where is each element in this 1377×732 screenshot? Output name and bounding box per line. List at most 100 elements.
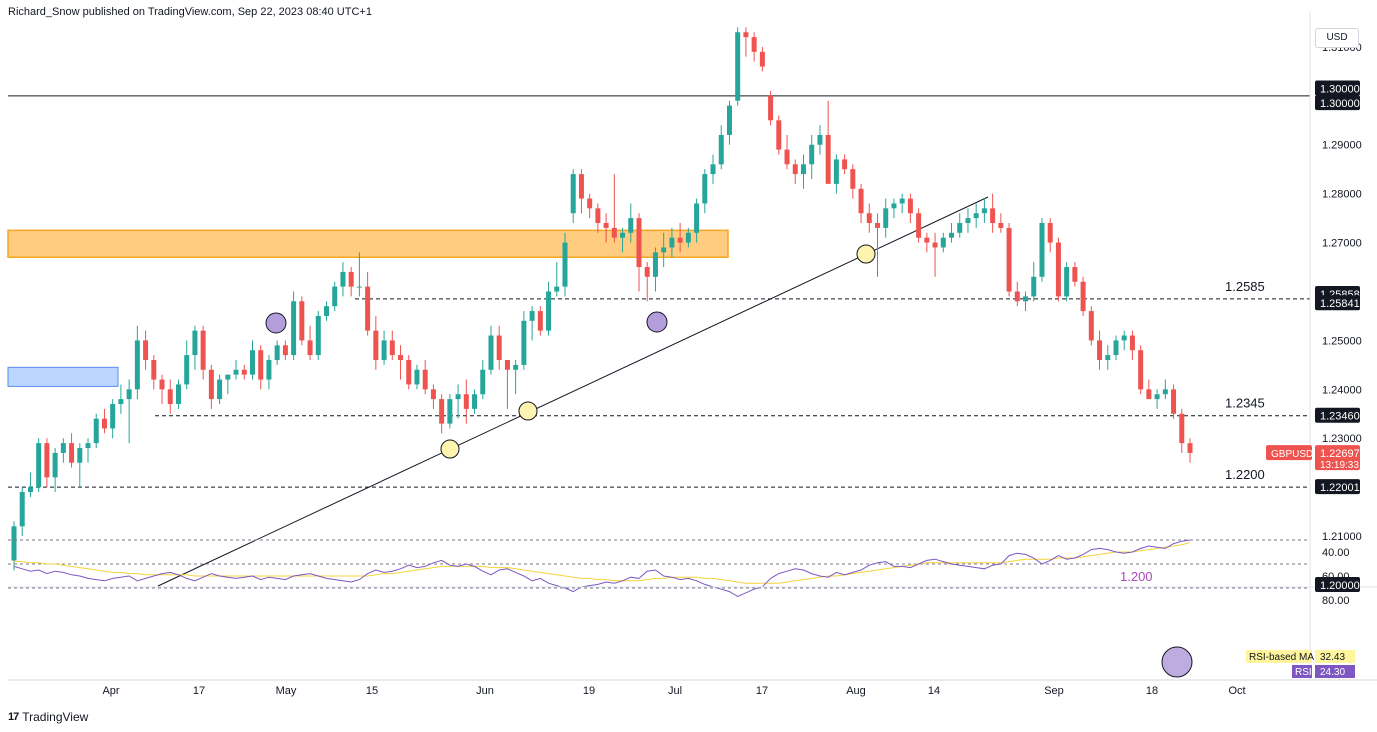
resistance-zone-orange bbox=[7, 229, 729, 259]
rsi-ma-value: 32.43 bbox=[1320, 652, 1345, 663]
brand-name: TradingView bbox=[22, 710, 89, 724]
candle-body bbox=[118, 399, 124, 405]
candle-body bbox=[233, 369, 239, 375]
level-label: 1.2200 bbox=[1225, 467, 1265, 482]
candle-body bbox=[661, 247, 667, 253]
price-badge-label: 1.30000 bbox=[1320, 98, 1360, 110]
candle-body bbox=[69, 443, 75, 463]
candle-body bbox=[241, 369, 247, 375]
candle-body bbox=[282, 345, 288, 356]
rsi-pane[interactable] bbox=[8, 539, 1310, 678]
time-tick: Jul bbox=[668, 685, 682, 697]
candle-body bbox=[110, 404, 116, 429]
candle-body bbox=[414, 369, 420, 385]
candle-body bbox=[36, 443, 42, 488]
candle-body bbox=[628, 218, 634, 233]
rsi-oversold-marker bbox=[1161, 646, 1193, 678]
candle-body bbox=[866, 213, 872, 224]
candle-body bbox=[1179, 413, 1185, 444]
time-tick: Jun bbox=[476, 685, 494, 697]
candle-body bbox=[1080, 281, 1086, 312]
candle-body bbox=[1088, 311, 1094, 341]
swing-marker-purple bbox=[265, 312, 287, 334]
candle-body bbox=[373, 330, 379, 360]
rsi-tick: 60.00 bbox=[1322, 571, 1350, 583]
candle-body bbox=[899, 198, 905, 204]
candle-body bbox=[134, 340, 140, 390]
rsi-ma-line bbox=[14, 541, 1191, 584]
candle-body bbox=[472, 394, 478, 409]
currency-button[interactable]: USD bbox=[1315, 28, 1359, 48]
candle-body bbox=[833, 159, 839, 184]
candle-body bbox=[1014, 291, 1020, 302]
candle-body bbox=[1187, 443, 1193, 453]
candle-body bbox=[710, 164, 716, 175]
candle-body bbox=[702, 174, 708, 204]
candle-body bbox=[192, 330, 198, 356]
candle-body bbox=[200, 330, 206, 370]
candle-body bbox=[916, 213, 922, 238]
candle-body bbox=[430, 389, 436, 400]
candle-body bbox=[718, 134, 724, 165]
candle-body bbox=[381, 340, 387, 360]
time-tick: 18 bbox=[1146, 685, 1158, 697]
level-label: 1.2585 bbox=[1225, 279, 1265, 294]
candle-body bbox=[891, 203, 897, 209]
candle-body bbox=[1097, 340, 1103, 360]
candle-body bbox=[751, 37, 757, 52]
candle-body bbox=[422, 369, 428, 390]
axes: 1.310001.290001.280001.270001.250001.240… bbox=[8, 12, 1377, 697]
candle-body bbox=[1072, 267, 1078, 282]
price-pane[interactable]: 1.2585 1.2345 1.2200 1.200 bbox=[7, 27, 1310, 587]
candle-body bbox=[644, 267, 650, 277]
rsi-label: RSI bbox=[1295, 667, 1312, 678]
candle-body bbox=[266, 359, 272, 380]
candle-body bbox=[817, 134, 823, 145]
candle-body bbox=[504, 359, 510, 370]
swing-marker-purple bbox=[646, 311, 668, 333]
price-badge-label: 1.25841 bbox=[1320, 298, 1360, 310]
candle-body bbox=[636, 218, 642, 268]
candle-body bbox=[19, 492, 25, 527]
candle-body bbox=[307, 340, 313, 356]
candle-body bbox=[85, 443, 91, 449]
candle-body bbox=[521, 320, 527, 365]
candle-body bbox=[603, 223, 609, 228]
price-tick: 1.23000 bbox=[1322, 433, 1362, 445]
candle-body bbox=[398, 355, 404, 360]
time-tick: 17 bbox=[193, 685, 205, 697]
candle-body bbox=[340, 271, 346, 287]
candle-body bbox=[513, 364, 519, 370]
price-badge bbox=[1315, 577, 1360, 592]
candle-body bbox=[776, 120, 782, 150]
symbol-badge bbox=[1266, 445, 1312, 461]
candle-body bbox=[850, 169, 856, 189]
candle-body bbox=[1039, 223, 1045, 277]
candle-body bbox=[1055, 242, 1061, 297]
candle-body bbox=[842, 159, 848, 170]
current-price-badge bbox=[1315, 445, 1360, 471]
candle-body bbox=[463, 394, 469, 409]
uptrend-line bbox=[157, 196, 989, 587]
candle-body bbox=[496, 335, 502, 360]
time-tick: 17 bbox=[756, 685, 768, 697]
candle-body bbox=[44, 443, 50, 478]
candle-body bbox=[291, 301, 297, 356]
candle-body bbox=[1105, 355, 1111, 360]
candle-body bbox=[587, 198, 593, 209]
rsi-value: 24.30 bbox=[1320, 667, 1345, 678]
time-tick: Apr bbox=[102, 685, 119, 697]
candle-body bbox=[792, 164, 798, 175]
price-badge bbox=[1315, 80, 1360, 96]
candle-body bbox=[570, 174, 576, 214]
candle-body bbox=[389, 340, 395, 356]
candle-body bbox=[332, 286, 338, 307]
candle-body bbox=[940, 237, 946, 248]
candle-body bbox=[1162, 389, 1168, 395]
candle-body bbox=[184, 355, 190, 385]
support-zone-blue bbox=[7, 366, 119, 387]
candle-body bbox=[93, 418, 99, 444]
candle-body bbox=[537, 311, 543, 331]
candle-body bbox=[1113, 340, 1119, 356]
